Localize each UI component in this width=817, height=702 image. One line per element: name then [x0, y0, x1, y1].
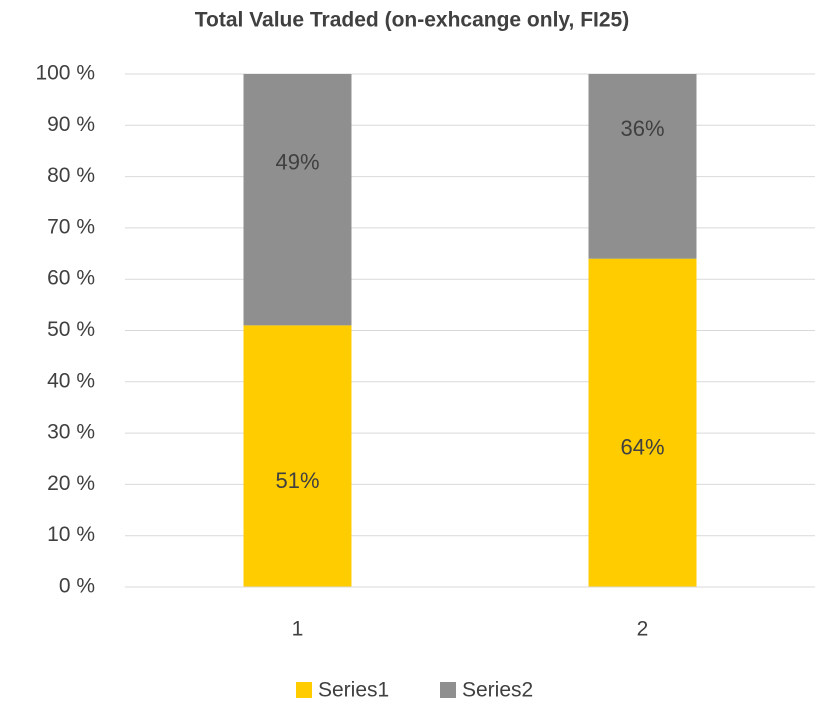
bar-segment: [243, 74, 352, 326]
y-tick-label: 100 %: [35, 62, 95, 85]
y-tick-label: 40 %: [47, 369, 95, 392]
x-tick-label: 2: [637, 618, 649, 641]
y-tick-label: 80 %: [47, 164, 95, 187]
y-tick-label: 10 %: [47, 523, 95, 546]
y-tick-label: 90 %: [47, 113, 95, 136]
y-tick-label: 30 %: [47, 421, 95, 444]
y-tick-label: 20 %: [47, 472, 95, 495]
legend-label: Series2: [462, 679, 533, 702]
legend-label: Series1: [318, 679, 389, 702]
x-tick-label: 1: [292, 618, 304, 641]
bar-segment: [588, 258, 697, 587]
y-tick-label: 0 %: [59, 575, 95, 598]
chart-title: Total Value Traded (on-exhcange only, FI…: [195, 9, 629, 32]
data-label: 36%: [620, 116, 664, 141]
data-label: 51%: [275, 468, 319, 493]
y-tick-label: 50 %: [47, 318, 95, 341]
data-label: 49%: [275, 149, 319, 174]
bar-segment: [588, 74, 697, 259]
data-label: 64%: [620, 435, 664, 460]
y-tick-label: 60 %: [47, 267, 95, 290]
bar-segment: [243, 325, 352, 587]
y-tick-label: 70 %: [47, 215, 95, 238]
legend-swatch: [296, 682, 312, 698]
legend-swatch: [440, 682, 456, 698]
